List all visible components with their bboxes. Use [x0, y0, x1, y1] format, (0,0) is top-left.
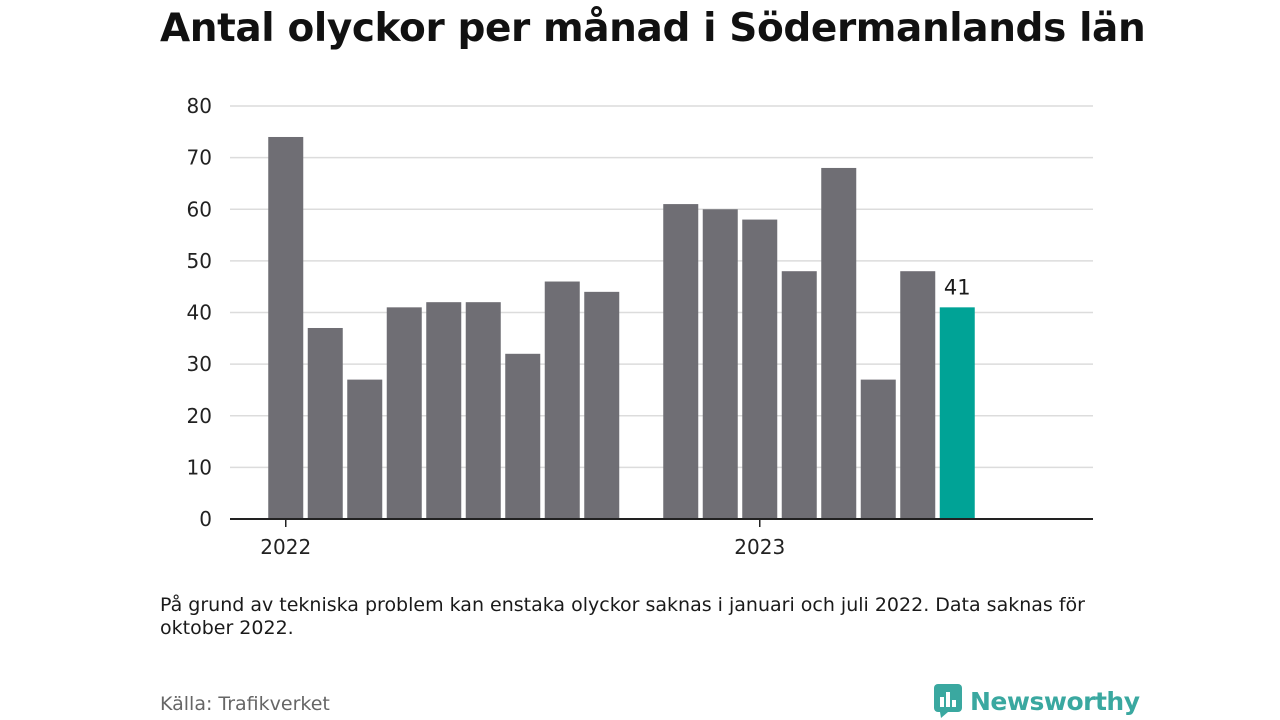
- bar-2023-06: [939, 307, 975, 519]
- x-tick-label: 2023: [734, 535, 785, 559]
- x-tick-label: 2022: [260, 535, 311, 559]
- bar-2022-09: [584, 291, 620, 519]
- newsworthy-logo-icon: [934, 684, 962, 718]
- data-label-last: 41: [944, 275, 971, 299]
- bar-2023-02: [781, 271, 817, 519]
- footnote: På grund av tekniska problem kan enstaka…: [160, 594, 1085, 639]
- x-axis: 2022 2023: [230, 518, 1093, 559]
- bar-2023-05: [900, 271, 936, 519]
- bar-2022-06: [465, 302, 501, 519]
- bar-2023-01: [742, 219, 778, 519]
- source-text: Källa: Trafikverket: [160, 693, 330, 715]
- bar-2022-02: [307, 327, 343, 519]
- bars: [268, 136, 975, 519]
- y-tick-label: 10: [187, 455, 212, 479]
- bar-2022-07: [505, 353, 541, 519]
- y-tick-label: 50: [187, 249, 212, 273]
- bar-2022-12: [702, 209, 738, 519]
- bar-2022-03: [347, 379, 383, 519]
- brand: Newsworthy: [934, 684, 1140, 718]
- y-tick-label: 60: [187, 197, 212, 221]
- y-axis-ticks: 0 10 20 30 40 50 60 70 80: [187, 94, 212, 531]
- bar-2022-11: [663, 204, 699, 519]
- bar-2023-04: [860, 379, 896, 519]
- chart-title: Antal olyckor per månad i Södermanlands …: [160, 6, 1146, 51]
- data-labels: 41: [944, 275, 971, 299]
- brand-name: Newsworthy: [970, 686, 1140, 716]
- y-tick-label: 0: [199, 507, 212, 531]
- bar-2022-04: [386, 307, 422, 519]
- bar-2022-05: [426, 302, 462, 519]
- y-tick-label: 30: [187, 352, 212, 376]
- bar-2022-08: [544, 281, 580, 519]
- y-tick-label: 40: [187, 301, 212, 325]
- bar-2022-01: [268, 136, 304, 519]
- y-tick-label: 80: [187, 94, 212, 118]
- bar-2023-03: [821, 167, 857, 519]
- y-tick-label: 70: [187, 146, 212, 170]
- y-tick-label: 20: [187, 404, 212, 428]
